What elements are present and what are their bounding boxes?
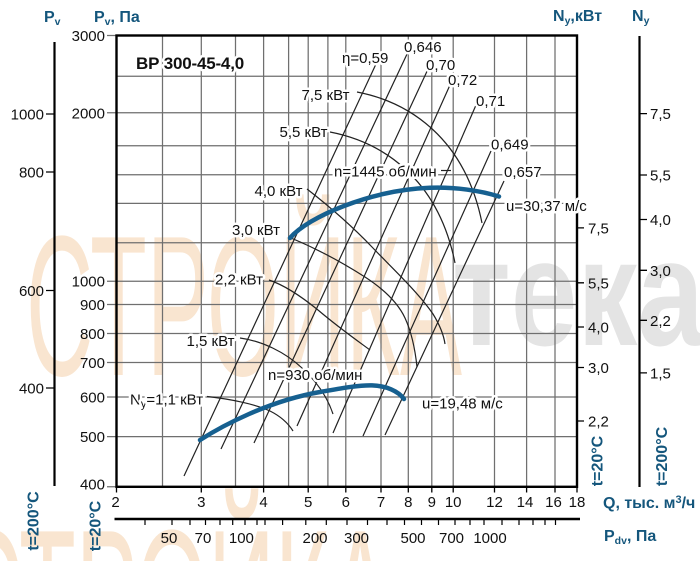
svg-text:u=30,37 м/с: u=30,37 м/с [506,198,587,215]
svg-text:700: 700 [80,355,105,372]
svg-text:8: 8 [404,494,412,511]
svg-text:Q, тыс. м3/ч: Q, тыс. м3/ч [603,494,695,512]
svg-text:2,2: 2,2 [588,414,609,431]
svg-text:0,71: 0,71 [476,93,505,110]
svg-text:4,0 кВт: 4,0 кВт [255,183,303,200]
svg-text:t=20°C: t=20°C [88,500,105,551]
svg-text:100: 100 [229,530,254,547]
svg-text:4,0: 4,0 [650,212,671,229]
svg-text:800: 800 [80,326,105,343]
svg-text:16: 16 [545,494,562,511]
svg-text:ВР 300-45-4,0: ВР 300-45-4,0 [136,54,244,73]
svg-text:18: 18 [569,494,586,511]
svg-text:400: 400 [80,477,105,494]
svg-text:1000: 1000 [11,107,44,124]
svg-text:5,5 кВт: 5,5 кВт [280,124,328,141]
svg-text:300: 300 [344,530,369,547]
svg-text:0,649: 0,649 [491,137,529,154]
svg-text:7,5: 7,5 [650,106,671,123]
svg-text:5,5: 5,5 [588,275,609,292]
svg-text:2: 2 [111,494,119,511]
svg-text:600: 600 [80,390,105,407]
svg-text:4,0: 4,0 [588,320,609,337]
svg-text:u=19,48 м/с: u=19,48 м/с [422,396,503,413]
svg-text:t=200°C: t=200°C [26,491,43,551]
svg-text:6: 6 [342,494,350,511]
svg-text:7: 7 [377,494,385,511]
svg-text:1000: 1000 [473,530,506,547]
svg-text:2,2: 2,2 [650,313,671,330]
svg-text:1,5 кВт: 1,5 кВт [187,333,235,350]
svg-text:400: 400 [19,381,44,398]
svg-text:1,5: 1,5 [650,365,671,382]
svg-text:СТРОЙКА: СТРОЙКА [0,487,391,561]
svg-text:10: 10 [445,494,462,511]
svg-text:Pv, Па: Pv, Па [94,9,140,28]
svg-text:t=20°C: t=20°C [590,435,607,486]
svg-text:7,5: 7,5 [588,220,609,237]
svg-text:600: 600 [19,283,44,300]
svg-text:700: 700 [439,530,464,547]
svg-text:7,5 кВт: 7,5 кВт [302,87,350,104]
svg-text:5: 5 [304,494,312,511]
svg-text:9: 9 [428,494,436,511]
svg-text:Pdv, Па: Pdv, Па [604,528,656,547]
svg-text:70: 70 [195,530,212,547]
svg-text:12: 12 [486,494,503,511]
svg-text:3: 3 [197,494,205,511]
svg-text:3,0: 3,0 [650,263,671,280]
svg-text:500: 500 [400,530,425,547]
svg-text:n=930 об/мин: n=930 об/мин [268,367,362,384]
svg-text:3,0: 3,0 [588,360,609,377]
svg-text:2000: 2000 [72,105,105,122]
svg-text:4: 4 [259,494,267,511]
svg-text:0,72: 0,72 [448,72,477,89]
svg-text:3000: 3000 [72,28,105,45]
svg-text:η=0,59: η=0,59 [342,50,388,67]
svg-text:14: 14 [517,494,534,511]
svg-text:900: 900 [80,297,105,314]
svg-text:0,646: 0,646 [404,39,442,56]
svg-text:0,70: 0,70 [426,57,455,74]
svg-text:1000: 1000 [72,274,105,291]
svg-text:2,2 кВт: 2,2 кВт [215,272,263,289]
svg-text:200: 200 [302,530,327,547]
svg-text:t=200°C: t=200°C [654,426,671,486]
svg-text:800: 800 [19,165,44,182]
svg-text:3,0 кВт: 3,0 кВт [232,222,280,239]
svg-text:Ny,кВт: Ny,кВт [553,8,602,27]
svg-text:50: 50 [161,530,178,547]
svg-text:СТРОЙКА: СТРОЙКА [26,193,462,418]
svg-text:0,657: 0,657 [504,164,542,181]
svg-text:n=1445 об/мин: n=1445 об/мин [334,164,437,181]
svg-text:500: 500 [80,429,105,446]
svg-text:5,5: 5,5 [650,168,671,185]
